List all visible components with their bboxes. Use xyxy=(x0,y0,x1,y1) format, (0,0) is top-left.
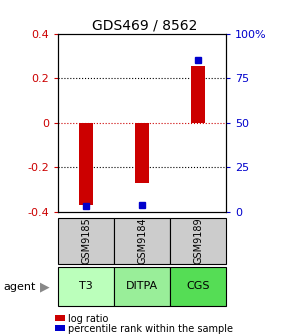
Text: T3: T3 xyxy=(79,282,93,291)
Text: GSM9185: GSM9185 xyxy=(81,218,91,264)
Text: CGS: CGS xyxy=(186,282,210,291)
FancyBboxPatch shape xyxy=(114,218,170,264)
FancyBboxPatch shape xyxy=(58,218,114,264)
Bar xyxy=(79,123,93,205)
FancyBboxPatch shape xyxy=(170,267,226,306)
Text: percentile rank within the sample: percentile rank within the sample xyxy=(68,324,233,334)
Text: GSM9184: GSM9184 xyxy=(137,218,147,264)
Bar xyxy=(191,66,205,123)
Text: agent: agent xyxy=(3,282,35,292)
Text: GSM9189: GSM9189 xyxy=(193,218,203,264)
FancyBboxPatch shape xyxy=(114,267,170,306)
Text: ▶: ▶ xyxy=(40,281,50,294)
FancyBboxPatch shape xyxy=(170,218,226,264)
Text: log ratio: log ratio xyxy=(68,313,108,324)
FancyBboxPatch shape xyxy=(58,267,114,306)
Bar xyxy=(135,123,149,183)
Text: DITPA: DITPA xyxy=(126,282,158,291)
Text: GDS469 / 8562: GDS469 / 8562 xyxy=(92,18,198,32)
